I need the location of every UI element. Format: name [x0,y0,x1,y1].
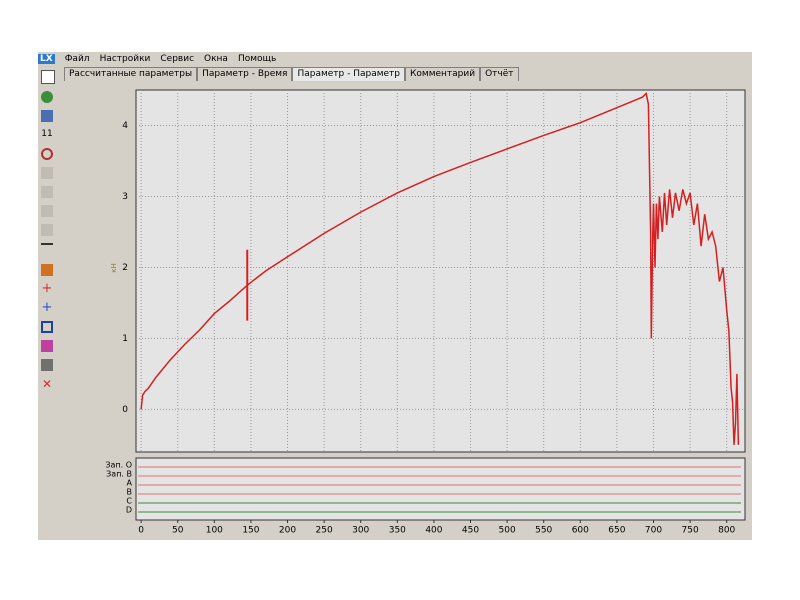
tool-icon[interactable] [41,167,53,179]
menu-item[interactable]: Файл [64,53,90,64]
tool-icon[interactable]: ✕ [41,377,53,391]
x-tick-label: 250 [316,526,333,536]
tab[interactable]: Параметр - Время [197,67,293,81]
menu-item[interactable]: Сервис [160,53,195,64]
tool-icon[interactable] [41,359,53,371]
channel-panel [135,457,746,521]
tab[interactable]: Параметр - Параметр [292,67,406,81]
tool-icon[interactable] [41,243,53,257]
channel-label: A [127,479,133,488]
plot-area [135,89,746,453]
y-tick-label: 0 [122,405,128,415]
menu-item[interactable]: Окна [204,53,228,64]
y-tick-label: 4 [122,121,128,131]
tab[interactable]: Рассчитанные параметры [64,67,198,81]
y-axis-label: кН [110,263,118,273]
x-tick-label: 300 [352,526,369,536]
tab[interactable]: Отчёт [480,67,519,81]
tool-icon[interactable]: + [41,300,53,315]
x-tick-label: 500 [499,526,516,536]
x-tick-label: 200 [279,526,296,536]
channel-label: Зап. В [106,470,132,479]
tool-icon[interactable] [41,340,53,352]
tool-icon[interactable] [41,264,53,276]
channel-label: B [127,488,133,497]
tool-icon[interactable] [41,110,53,122]
tool-label[interactable]: 11 [41,129,53,139]
channel-label: Зап. О [105,461,132,470]
x-tick-label: 600 [572,526,589,536]
x-tick-label: 800 [718,526,735,536]
x-tick-label: 150 [242,526,259,536]
x-tick-label: 750 [682,526,699,536]
x-tick-label: 550 [535,526,552,536]
x-tick-label: 100 [206,526,223,536]
tool-icon[interactable] [41,186,53,198]
x-tick-label: 450 [462,526,479,536]
x-tick-label: 650 [608,526,625,536]
y-tick-label: 3 [122,192,128,202]
menu-item[interactable]: Помощь [237,53,277,64]
tab[interactable]: Комментарий [405,67,481,81]
y-tick-label: 2 [122,263,128,273]
tool-icon[interactable] [41,70,55,84]
x-tick-label: 700 [645,526,662,536]
tool-icon[interactable] [41,205,53,217]
tool-icon[interactable] [41,321,53,333]
tab-bar: Рассчитанные параметры Параметр - Время … [64,67,519,81]
tool-icon[interactable] [41,224,53,236]
channel-label: D [126,506,132,515]
x-tick-label: 0 [138,526,144,536]
tool-icon[interactable] [41,91,53,103]
y-tick-label: 1 [122,334,128,344]
menu-bar: LX Файл Настройки Сервис Окна Помощь [38,52,752,65]
data-line [140,92,740,445]
x-tick-label: 400 [425,526,442,536]
tool-icon[interactable] [41,148,53,160]
channel-label: C [126,497,132,506]
app-logo: LX [38,53,55,64]
x-tick-label: 50 [172,526,184,536]
x-tick-label: 350 [389,526,406,536]
toolbar: 11 + + ✕ [38,66,58,397]
menu-item[interactable]: Настройки [99,53,151,64]
tool-icon[interactable]: + [41,281,53,296]
